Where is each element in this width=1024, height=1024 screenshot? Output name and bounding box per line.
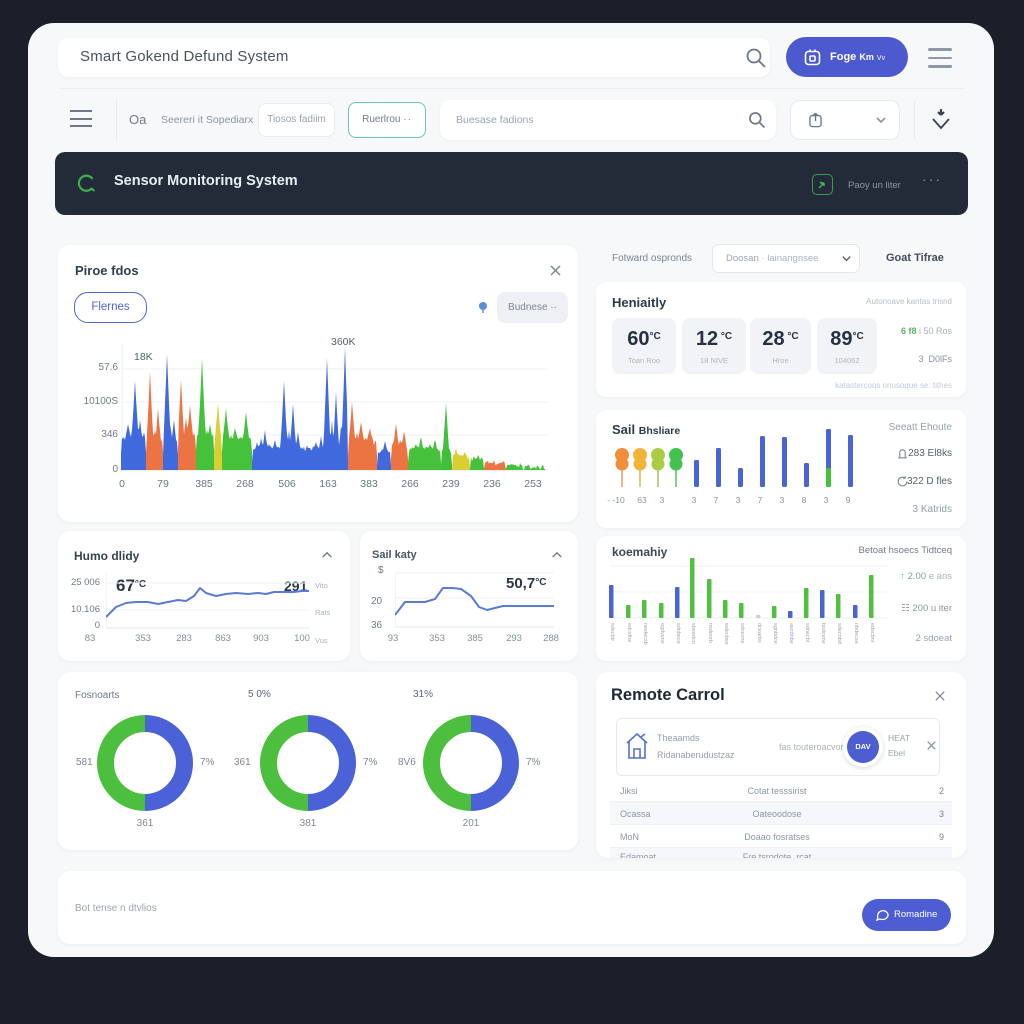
svg-text:wdecbse: wdecbse xyxy=(723,622,729,645)
svg-text:sdecbtr: sdecbtr xyxy=(609,623,615,641)
svg-text:nsdeorb: nsdeorb xyxy=(707,623,713,643)
svg-text:sdecnbd: sdecnbd xyxy=(836,623,842,644)
svg-text:sbeedcn: sbeedcn xyxy=(690,623,696,644)
svg-text:dcearbs: dcearbs xyxy=(756,623,762,643)
svg-text:nwdecsb: nwdecsb xyxy=(642,623,648,645)
svg-text:edcsfne: edcsfne xyxy=(626,623,632,642)
svg-text:nbdecse: nbdecse xyxy=(853,623,859,644)
svg-text:sdnecbr: sdnecbr xyxy=(804,623,810,643)
svg-text:egdvsne: egdvsne xyxy=(659,623,665,644)
svg-text:sgnbdce: sgnbdce xyxy=(772,623,778,644)
svg-text:sdnbece: sdnbece xyxy=(675,623,681,644)
svg-text:edscbnr: edscbnr xyxy=(869,623,875,643)
svg-text:bsdcene: bsdcene xyxy=(820,623,826,644)
svg-text:sdvecne: sdvecne xyxy=(739,623,745,644)
svg-text:ascdnbe: ascdnbe xyxy=(788,623,794,644)
